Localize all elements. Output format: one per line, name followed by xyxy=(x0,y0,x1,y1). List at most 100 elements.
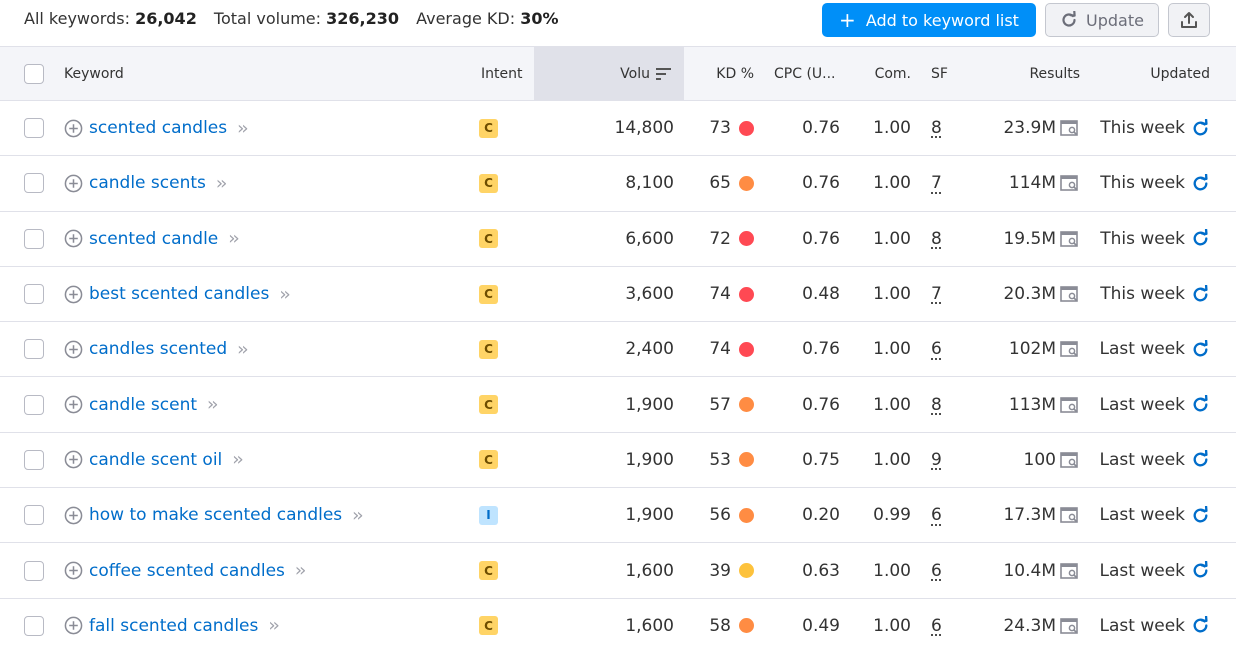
keyword-link[interactable]: candle scent oil xyxy=(89,449,223,470)
serp-icon[interactable] xyxy=(1060,617,1080,635)
column-volume[interactable]: Volu xyxy=(560,47,672,100)
row-checkbox[interactable] xyxy=(24,560,44,581)
refresh-icon[interactable] xyxy=(1191,339,1210,359)
row-checkbox[interactable] xyxy=(24,339,44,360)
add-keyword-icon[interactable] xyxy=(64,616,83,635)
chevrons-right-icon[interactable]: ›› xyxy=(237,117,249,139)
row-checkbox[interactable] xyxy=(24,394,44,415)
add-keyword-icon[interactable] xyxy=(64,174,83,193)
refresh-icon[interactable] xyxy=(1191,118,1210,138)
serp-icon[interactable] xyxy=(1060,451,1080,469)
com-value: 1.00 xyxy=(873,173,911,194)
serp-icon[interactable] xyxy=(1060,340,1080,358)
row-checkbox[interactable] xyxy=(24,284,44,305)
chevrons-right-icon[interactable]: ›› xyxy=(228,228,240,250)
add-keyword-icon[interactable] xyxy=(64,285,83,304)
sf-value[interactable]: 8 xyxy=(931,118,942,139)
sf-value[interactable]: 6 xyxy=(931,560,942,581)
column-sf[interactable]: SF xyxy=(931,65,948,82)
chevrons-right-icon[interactable]: ›› xyxy=(352,504,364,526)
sf-value[interactable]: 6 xyxy=(931,339,942,360)
chevrons-right-icon[interactable]: ›› xyxy=(232,449,244,471)
sf-value[interactable]: 9 xyxy=(931,449,942,470)
column-updated[interactable]: Updated xyxy=(1150,65,1210,82)
chevrons-right-icon[interactable]: ›› xyxy=(268,615,280,637)
refresh-icon[interactable] xyxy=(1191,616,1210,635)
serp-icon[interactable] xyxy=(1060,506,1080,524)
column-keyword[interactable]: Keyword xyxy=(64,65,124,82)
results-value: 114M xyxy=(1008,173,1056,194)
chevrons-right-icon[interactable]: ›› xyxy=(279,283,291,305)
updated-value: This week xyxy=(1100,228,1185,249)
add-keyword-icon[interactable] xyxy=(64,229,83,248)
serp-icon[interactable] xyxy=(1060,285,1080,303)
keyword-link[interactable]: candle scent xyxy=(89,394,198,415)
chevrons-right-icon[interactable]: ›› xyxy=(237,338,249,360)
row-checkbox[interactable] xyxy=(24,505,44,526)
chevrons-right-icon[interactable]: ›› xyxy=(215,172,228,194)
sf-value[interactable]: 6 xyxy=(931,615,942,636)
column-results[interactable]: Results xyxy=(1029,65,1080,82)
sf-value[interactable]: 7 xyxy=(931,284,942,305)
serp-icon[interactable] xyxy=(1060,396,1080,414)
column-kd[interactable]: KD % xyxy=(716,65,754,82)
refresh-icon[interactable] xyxy=(1191,395,1210,414)
refresh-icon[interactable] xyxy=(1191,229,1210,248)
column-com[interactable]: Com. xyxy=(874,65,911,82)
table-header: Keyword Intent Volu KD % CPC (U... Com. … xyxy=(0,47,1236,101)
refresh-icon[interactable] xyxy=(1191,561,1210,580)
add-to-keyword-list-button[interactable]: + Add to keyword list xyxy=(822,3,1036,37)
volume-value: 14,800 xyxy=(614,118,674,139)
add-keyword-icon[interactable] xyxy=(64,119,83,138)
keyword-link[interactable]: scented candles xyxy=(89,118,228,139)
keyword-link[interactable]: scented candle xyxy=(89,228,219,249)
keyword-link[interactable]: best scented candles xyxy=(89,284,270,305)
sf-value[interactable]: 8 xyxy=(931,228,942,249)
results-cell: 17.3M xyxy=(960,488,1080,542)
column-intent[interactable]: Intent xyxy=(481,65,523,82)
keyword-link[interactable]: candle scents xyxy=(89,173,206,194)
serp-icon[interactable] xyxy=(1060,174,1080,192)
sf-value[interactable]: 7 xyxy=(931,173,942,194)
row-checkbox[interactable] xyxy=(24,173,44,194)
serp-icon[interactable] xyxy=(1060,119,1080,137)
add-keyword-icon[interactable] xyxy=(64,450,83,469)
keyword-link[interactable]: coffee scented candles xyxy=(89,560,285,581)
sf-value[interactable]: 6 xyxy=(931,505,942,526)
cpc-value: 0.76 xyxy=(802,228,840,249)
results-value: 10.4M xyxy=(1003,560,1056,581)
sf-value[interactable]: 8 xyxy=(931,394,942,415)
kd-cell: 39 xyxy=(690,543,754,597)
refresh-icon[interactable] xyxy=(1191,173,1210,193)
select-all-checkbox[interactable] xyxy=(24,63,44,84)
chevrons-right-icon[interactable]: ›› xyxy=(294,560,307,582)
update-button[interactable]: Update xyxy=(1045,3,1159,37)
export-button[interactable] xyxy=(1168,3,1210,37)
add-keyword-icon[interactable] xyxy=(64,506,83,525)
serp-icon[interactable] xyxy=(1060,230,1080,248)
intent-badge: C xyxy=(479,561,498,581)
keyword-link[interactable]: fall scented candles xyxy=(89,615,259,636)
row-checkbox[interactable] xyxy=(24,615,44,636)
cpc-value: 0.20 xyxy=(802,505,840,526)
table-body: scented candles ›› C 14,800 73 0.76 1.00… xyxy=(0,101,1236,653)
keyword-link[interactable]: candles scented xyxy=(89,339,228,360)
row-checkbox[interactable] xyxy=(24,118,44,139)
com-value: 1.00 xyxy=(873,284,911,305)
row-checkbox[interactable] xyxy=(24,228,44,249)
results-value: 20.3M xyxy=(1003,284,1056,305)
add-keyword-icon[interactable] xyxy=(64,561,83,580)
add-keyword-icon[interactable] xyxy=(64,340,83,359)
intent-badge: C xyxy=(479,118,498,138)
keyword-link[interactable]: how to make scented candles xyxy=(89,505,343,526)
chevrons-right-icon[interactable]: ›› xyxy=(207,394,219,416)
updated-cell: This week xyxy=(1080,212,1210,266)
row-checkbox[interactable] xyxy=(24,449,44,470)
refresh-icon[interactable] xyxy=(1191,284,1210,304)
column-cpc[interactable]: CPC (U... xyxy=(774,65,836,82)
kd-cell: 65 xyxy=(690,156,754,210)
refresh-icon[interactable] xyxy=(1191,450,1210,469)
serp-icon[interactable] xyxy=(1060,562,1080,580)
refresh-icon[interactable] xyxy=(1191,505,1210,525)
add-keyword-icon[interactable] xyxy=(64,395,83,414)
